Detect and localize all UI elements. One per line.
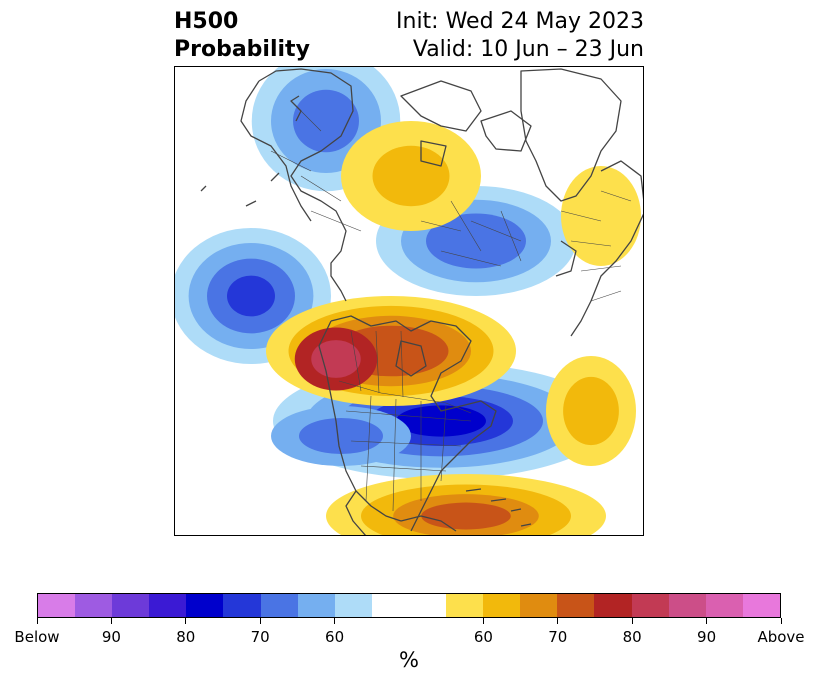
country-borders: [270, 100, 632, 512]
colorbar-tick: [780, 618, 782, 624]
colorbar-segment: [260, 594, 298, 617]
mexico-coast: [345, 490, 457, 535]
colorbar-tick-label: 90: [101, 628, 121, 646]
colorbar-tick: [259, 618, 261, 624]
colorbar-tick: [185, 618, 187, 624]
arctic-islands: [400, 80, 532, 167]
atlantic-above-level-1: [563, 376, 619, 446]
europe-above-level-0: [561, 166, 641, 266]
russia-regions: [270, 100, 362, 232]
colorbar-tick-label: 60: [473, 628, 493, 646]
title-left: H500 Probability: [174, 8, 310, 64]
colorbar-segment: [631, 594, 669, 617]
colorbar-segment: [483, 594, 521, 617]
alaska-below-level-2: [293, 89, 359, 153]
title-type: Probability: [174, 37, 310, 62]
west-canada-above: [294, 327, 378, 391]
colorbar-tick: [482, 618, 484, 624]
colorbar-tick-label: 70: [250, 628, 270, 646]
valid-range: Valid: 10 Jun – 23 Jun: [412, 37, 644, 62]
colorbar-tick: [110, 618, 112, 624]
colorbar-segment: [520, 594, 558, 617]
us-states: [345, 395, 472, 512]
south-us-below: [271, 406, 411, 466]
colorbar-segment: [742, 594, 780, 617]
colorbar-tick-label: 60: [325, 628, 345, 646]
russia-coast: [240, 80, 312, 222]
colorbar-segment: [705, 594, 743, 617]
colorbar-tick: [36, 618, 38, 624]
map-panel: [174, 66, 644, 536]
arctic-below-level-2: [426, 213, 526, 269]
colorbar-segment: [594, 594, 632, 617]
colorbar-segment: [75, 594, 113, 617]
colorbar-segment: [297, 594, 335, 617]
caribbean: [465, 488, 532, 527]
europe-above: [561, 166, 641, 266]
gulf-above-level-3: [421, 502, 511, 530]
alaska-coast: [258, 68, 354, 302]
pacific-below-level-3: [227, 275, 275, 317]
colorbar-segment: [408, 594, 447, 617]
colorbar-tick: [557, 618, 559, 624]
colorbar-segment: [371, 594, 409, 617]
title-variable: H500: [174, 9, 239, 34]
colorbar-segment: [38, 594, 76, 617]
siberia-above: [341, 121, 481, 231]
asia-borders: [420, 200, 522, 267]
west-coast: [318, 320, 402, 522]
canada-coast: [330, 315, 497, 532]
colorbar-segment: [186, 594, 224, 617]
colorbar-segment: [557, 594, 595, 617]
colorbar-tick: [334, 618, 336, 624]
colorbar-segment: [112, 594, 150, 617]
colorbar-unit: %: [399, 648, 419, 672]
colorbar-segment: [149, 594, 187, 617]
gulf-above: [326, 474, 606, 535]
colorbar: [37, 593, 781, 618]
probability-map: [175, 67, 643, 535]
init-date: Init: Wed 24 May 2023: [396, 9, 644, 34]
colorbar-tick-label: 80: [622, 628, 642, 646]
europe-borders: [560, 190, 632, 302]
colorbar-tick-label: 70: [548, 628, 568, 646]
greenland-coast: [520, 68, 622, 202]
colorbar-tick: [706, 618, 708, 624]
colorbar-tick-label: 80: [176, 628, 196, 646]
probability-fills: [175, 67, 641, 535]
east-us-below-level-4: [396, 405, 486, 437]
atlantic-above: [546, 356, 636, 466]
colorbar-tick: [631, 618, 633, 624]
colorbar-tick-label: Below: [14, 628, 60, 646]
colorbar-tick-label: 90: [697, 628, 717, 646]
siberia-above-level-1: [372, 145, 450, 207]
title-right: Init: Wed 24 May 2023 Valid: 10 Jun – 23…: [396, 8, 644, 64]
west-canada-above-level-1: [311, 340, 361, 378]
colorbar-tick-label: Above: [757, 628, 805, 646]
south-us-below-level-1: [299, 418, 383, 454]
canada-provinces: [350, 330, 404, 398]
europe-coast: [555, 160, 643, 337]
colorbar-segment: [223, 594, 261, 617]
hudson-bay: [395, 340, 427, 377]
us-canada-border: [338, 380, 472, 414]
colorbar-segment: [334, 594, 372, 617]
colorbar-segment: [446, 594, 484, 617]
colorbar-segment: [668, 594, 706, 617]
